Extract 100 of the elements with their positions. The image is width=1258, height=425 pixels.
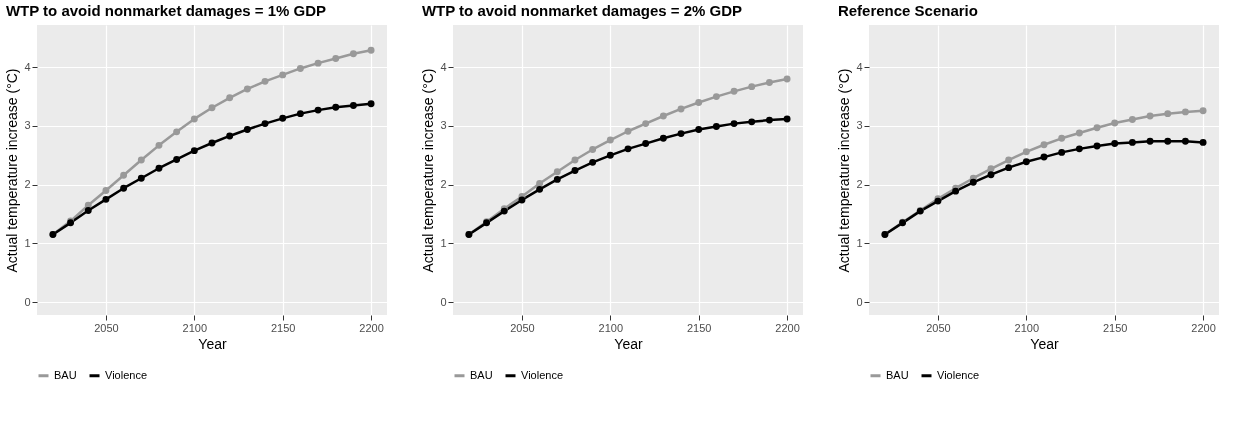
point: [102, 195, 110, 203]
y-tick-label: 1: [24, 236, 31, 249]
point: [1040, 141, 1048, 149]
point: [367, 100, 375, 108]
point: [102, 187, 110, 194]
point: [137, 174, 145, 182]
x-axis-title: Year: [614, 335, 643, 352]
point: [226, 132, 234, 140]
point: [677, 130, 685, 138]
point: [571, 167, 579, 175]
point: [314, 59, 322, 67]
x-axis-title: Year: [198, 335, 227, 352]
point: [1040, 153, 1048, 161]
point: [695, 126, 703, 133]
point: [208, 139, 216, 147]
point: [571, 156, 579, 164]
point: [642, 140, 650, 148]
point: [1022, 148, 1030, 156]
point: [1058, 134, 1066, 142]
y-tick-label: 2: [24, 178, 31, 191]
x-tick-label: 2150: [270, 321, 296, 334]
point: [783, 75, 791, 83]
point: [155, 164, 163, 172]
point: [1181, 137, 1189, 145]
point: [296, 110, 304, 118]
point: [765, 79, 773, 86]
point: [606, 151, 614, 159]
point: [261, 120, 269, 128]
point: [1093, 124, 1101, 132]
x-tick-label: 2100: [1014, 321, 1040, 334]
point: [1093, 142, 1101, 150]
y-tick-label: 3: [856, 119, 863, 132]
y-axis-title: Actual temperature increase (°C): [836, 68, 853, 273]
point: [589, 146, 597, 153]
point: [1005, 156, 1013, 164]
point: [296, 64, 304, 72]
legend-label: Violence: [105, 368, 147, 381]
point: [332, 103, 340, 111]
point: [261, 77, 269, 85]
point: [226, 94, 234, 102]
point: [695, 99, 703, 106]
point: [1075, 145, 1083, 153]
y-tick-label: 4: [24, 60, 31, 73]
point: [606, 136, 614, 144]
point: [536, 185, 544, 193]
point: [712, 93, 720, 101]
point: [624, 145, 632, 153]
y-tick-label: 3: [24, 119, 31, 132]
y-tick-label: 1: [440, 236, 447, 249]
point: [624, 127, 632, 135]
point: [120, 171, 128, 179]
point: [1075, 129, 1083, 137]
point: [1111, 140, 1119, 148]
point: [349, 50, 357, 58]
point: [1199, 138, 1207, 146]
point: [190, 115, 198, 123]
point: [536, 180, 544, 187]
point: [173, 128, 181, 136]
point: [243, 85, 251, 93]
y-tick-label: 0: [856, 295, 863, 308]
point: [748, 118, 756, 126]
legend-label: Violence: [937, 368, 979, 381]
x-tick-label: 2150: [1102, 321, 1128, 334]
point: [173, 155, 181, 163]
legend-label: BAU: [470, 368, 493, 381]
point: [1128, 116, 1136, 123]
point: [518, 196, 526, 204]
x-tick-label: 2200: [775, 321, 800, 334]
legend-label: BAU: [54, 368, 77, 381]
point: [243, 126, 251, 133]
point: [765, 116, 773, 124]
point: [783, 115, 791, 123]
y-tick-label: 2: [440, 178, 447, 191]
point: [969, 178, 977, 186]
point: [1146, 112, 1154, 120]
chart-title: WTP to avoid nonmarket damages = 1% GDP: [5, 2, 327, 19]
x-tick-label: 2050: [94, 321, 119, 334]
point: [748, 83, 756, 91]
point: [730, 120, 738, 128]
point: [155, 141, 163, 149]
y-tick-label: 0: [24, 295, 31, 308]
point: [137, 156, 145, 164]
x-tick-label: 2050: [510, 321, 535, 334]
y-tick-label: 4: [440, 60, 447, 73]
point: [1111, 119, 1119, 127]
point: [190, 147, 198, 155]
point: [1146, 137, 1154, 145]
point: [1005, 164, 1013, 172]
y-tick-label: 1: [856, 236, 863, 249]
point: [1128, 138, 1136, 146]
chart-title: Reference Scenario: [837, 2, 978, 19]
point: [589, 158, 597, 166]
point: [314, 106, 322, 114]
x-axis-title: Year: [1030, 335, 1059, 352]
point: [1164, 137, 1172, 145]
point: [84, 207, 92, 214]
point: [349, 101, 357, 109]
point: [1164, 110, 1172, 118]
point: [279, 114, 287, 122]
chart-title: WTP to avoid nonmarket damages = 2% GDP: [421, 2, 743, 19]
